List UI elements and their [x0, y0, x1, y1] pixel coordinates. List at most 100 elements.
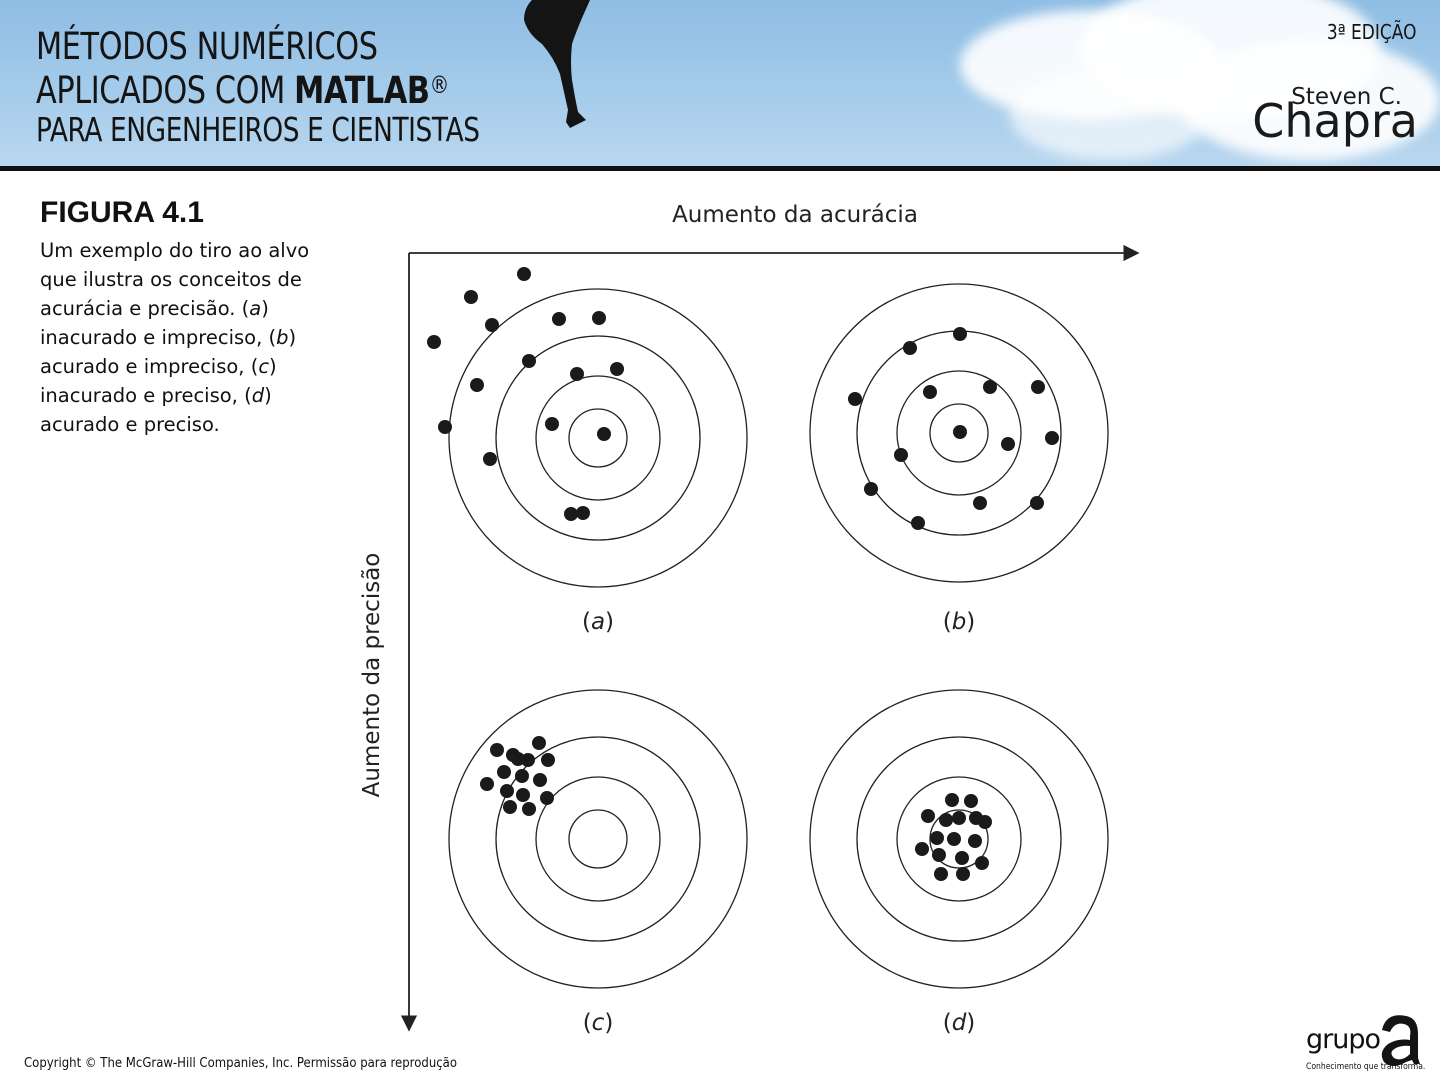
caption-text: ) inacurado e impreciso, ( [40, 297, 277, 349]
shot-mark [1030, 496, 1044, 510]
author-first-name: Steven C. [1291, 84, 1402, 110]
target-ring-4 [929, 809, 989, 869]
panel-label-d: (d) [943, 1010, 976, 1036]
panel-letter: d [952, 1010, 967, 1036]
shot-mark [894, 448, 908, 462]
shot-mark [545, 417, 559, 431]
precision-axis-label: Aumento da precisão [359, 553, 385, 798]
target-ring-3 [896, 776, 1022, 902]
shot-mark [483, 452, 497, 466]
target-ring-1 [448, 288, 748, 588]
panel-label-a: (a) [582, 609, 614, 635]
shot-mark [485, 318, 499, 332]
caption-text: ) inacurado e preciso, ( [40, 355, 277, 407]
target-ring-1 [448, 689, 748, 989]
caption-panel-ref: b [276, 326, 289, 349]
shot-mark [973, 496, 987, 510]
target-ring-1 [809, 689, 1109, 989]
shot-mark [570, 367, 584, 381]
shot-mark [978, 815, 992, 829]
shot-mark [975, 856, 989, 870]
caption-panel-ref: d [251, 384, 265, 407]
shot-mark [522, 354, 536, 368]
target-ring-2 [856, 736, 1062, 942]
shot-mark [540, 791, 554, 805]
diver-silhouette-icon [524, 0, 590, 128]
shot-mark [864, 482, 878, 496]
shot-mark [610, 362, 624, 376]
banner-divider [0, 166, 1440, 171]
book-title-matlab: MATLAB [294, 69, 430, 112]
caption-text: ) acurado e impreciso, ( [40, 326, 297, 378]
shot-mark [932, 848, 946, 862]
logo-tagline: Conhecimento que transforma. [1306, 1062, 1426, 1072]
shot-mark [956, 867, 970, 881]
target-b [809, 283, 1109, 583]
shot-mark [911, 516, 925, 530]
header-banner: MÉTODOS NUMÉRICOS APLICADOS COM MATLAB® … [0, 0, 1440, 166]
shot-mark [503, 800, 517, 814]
shot-mark [506, 748, 520, 762]
target-ring-3 [535, 375, 661, 501]
registered-mark: ® [429, 71, 450, 99]
target-d [809, 689, 1109, 989]
accuracy-axis-label: Aumento da acurácia [672, 202, 918, 228]
shot-mark [915, 842, 929, 856]
book-title-line2: APLICADOS COM MATLAB® [36, 66, 491, 110]
figure-caption: Um exemplo do tiro ao alvo que ilustra o… [40, 236, 340, 439]
author-last-name: Chapra [1252, 94, 1418, 148]
panel-letter: c [592, 1010, 605, 1036]
panel-label-b: (b) [943, 609, 976, 635]
shot-mark [500, 784, 514, 798]
shot-mark [953, 425, 967, 439]
shot-mark [955, 851, 969, 865]
target-ring-4 [568, 809, 628, 869]
target-ring-3 [896, 370, 1022, 496]
caption-text: Um exemplo do tiro ao alvo que ilustra o… [40, 239, 310, 320]
shot-mark [541, 753, 555, 767]
sky-cloud [1180, 40, 1440, 160]
shot-mark [597, 427, 611, 441]
copyright-notice: Copyright © The McGraw-Hill Companies, I… [24, 1056, 457, 1071]
shot-mark [592, 311, 606, 325]
edition-label: 3ª EDIÇÃO [1326, 20, 1416, 44]
shot-mark [945, 793, 959, 807]
shot-mark [427, 335, 441, 349]
shot-mark [947, 832, 961, 846]
book-title: MÉTODOS NUMÉRICOS APLICADOS COM MATLAB® … [36, 28, 591, 150]
shot-mark [952, 811, 966, 825]
shot-mark [464, 290, 478, 304]
shot-mark [470, 378, 484, 392]
shot-mark [968, 834, 982, 848]
target-ring-1 [809, 283, 1109, 583]
book-title-line1: MÉTODOS NUMÉRICOS [36, 25, 378, 68]
target-ring-2 [495, 736, 701, 942]
sky-cloud [1010, 70, 1210, 160]
target-ring-3 [535, 776, 661, 902]
shot-mark [964, 794, 978, 808]
shot-mark [983, 380, 997, 394]
shot-mark [552, 312, 566, 326]
book-title-line3: PARA ENGENHEIROS E CIENTISTAS [36, 110, 480, 149]
shot-mark [576, 506, 590, 520]
shot-mark [939, 813, 953, 827]
shot-mark [515, 769, 529, 783]
target-a [427, 267, 748, 588]
shot-mark [516, 788, 530, 802]
shot-mark [921, 809, 935, 823]
target-ring-2 [495, 335, 701, 541]
target-c [448, 689, 748, 989]
shot-mark [497, 765, 511, 779]
caption-panel-ref: a [249, 297, 262, 320]
shot-mark [564, 507, 578, 521]
panel-letter: a [591, 609, 605, 635]
logo-wordmark: grupo [1306, 1024, 1381, 1055]
grupo-a-logo-icon [1381, 1015, 1420, 1066]
shot-mark [934, 867, 948, 881]
caption-panel-ref: c [258, 355, 270, 378]
shot-mark [533, 773, 547, 787]
shot-mark [490, 743, 504, 757]
shot-mark [953, 327, 967, 341]
shot-mark [480, 777, 494, 791]
